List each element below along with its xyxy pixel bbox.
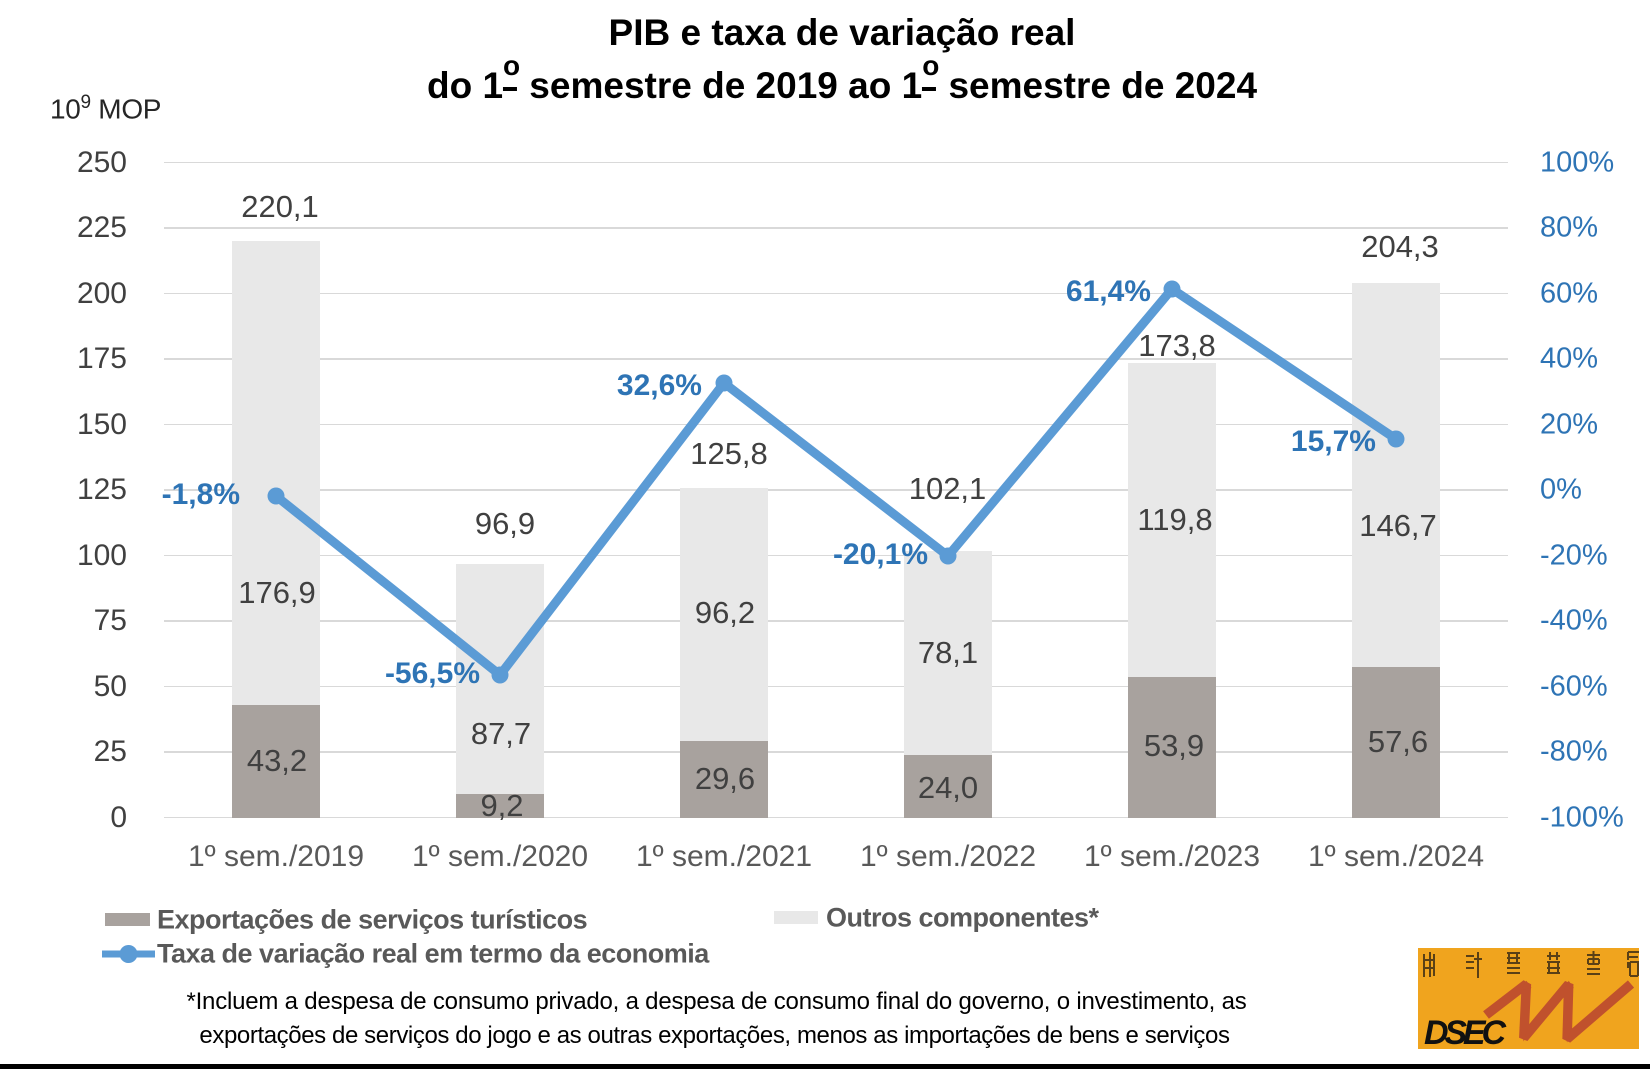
svg-text:DSEC: DSEC bbox=[1424, 1014, 1506, 1049]
